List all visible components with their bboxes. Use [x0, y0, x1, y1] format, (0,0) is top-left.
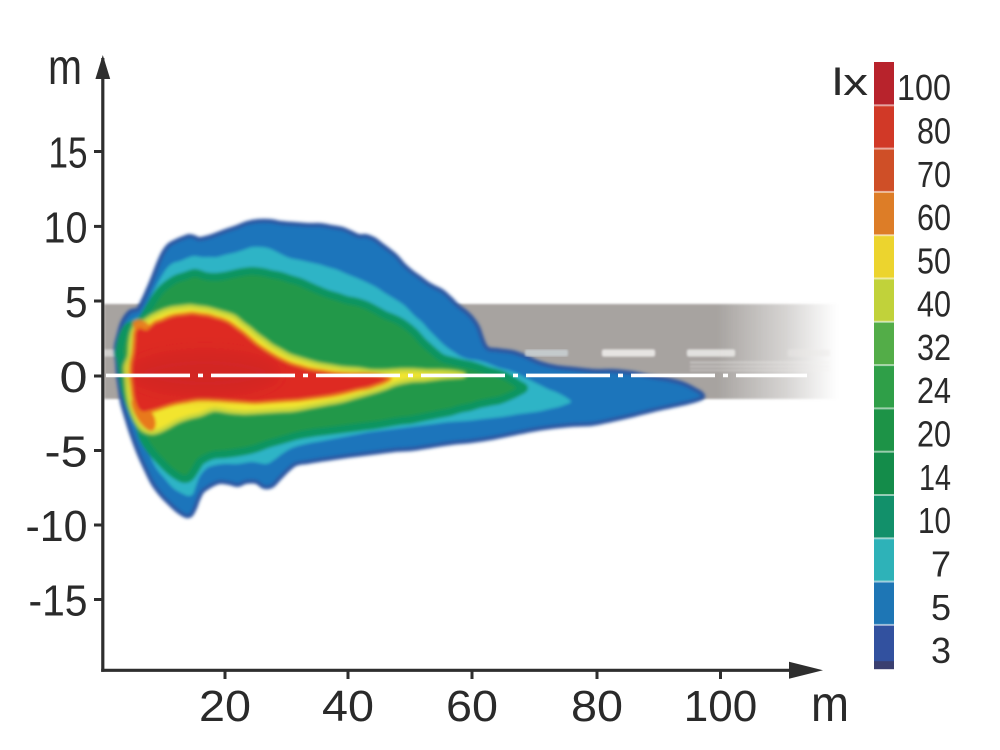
svg-text:32: 32 — [917, 327, 951, 368]
svg-text:15: 15 — [49, 129, 88, 178]
svg-text:20: 20 — [199, 682, 251, 731]
svg-text:m: m — [48, 39, 82, 95]
svg-text:60: 60 — [917, 197, 951, 238]
svg-text:60: 60 — [446, 682, 498, 731]
svg-text:3: 3 — [931, 630, 951, 671]
svg-text:10: 10 — [44, 203, 88, 252]
svg-text:80: 80 — [571, 682, 623, 731]
svg-text:7: 7 — [931, 544, 951, 585]
svg-text:24: 24 — [917, 370, 951, 411]
svg-text:80: 80 — [917, 110, 951, 151]
svg-text:5: 5 — [931, 587, 951, 628]
svg-text:100: 100 — [897, 67, 951, 108]
svg-text:0: 0 — [60, 353, 88, 402]
svg-text:-10: -10 — [26, 502, 88, 551]
svg-text:-5: -5 — [45, 428, 88, 477]
svg-text:lx: lx — [832, 62, 868, 104]
svg-text:20: 20 — [917, 414, 951, 455]
svg-text:40: 40 — [917, 284, 951, 325]
svg-text:14: 14 — [919, 457, 951, 498]
svg-text:100: 100 — [684, 682, 757, 731]
svg-text:40: 40 — [322, 682, 374, 731]
svg-text:-15: -15 — [29, 577, 88, 626]
svg-text:70: 70 — [917, 154, 951, 195]
svg-text:5: 5 — [65, 278, 88, 327]
svg-text:10: 10 — [918, 500, 951, 541]
svg-text:50: 50 — [917, 240, 951, 281]
svg-text:m: m — [811, 676, 849, 732]
